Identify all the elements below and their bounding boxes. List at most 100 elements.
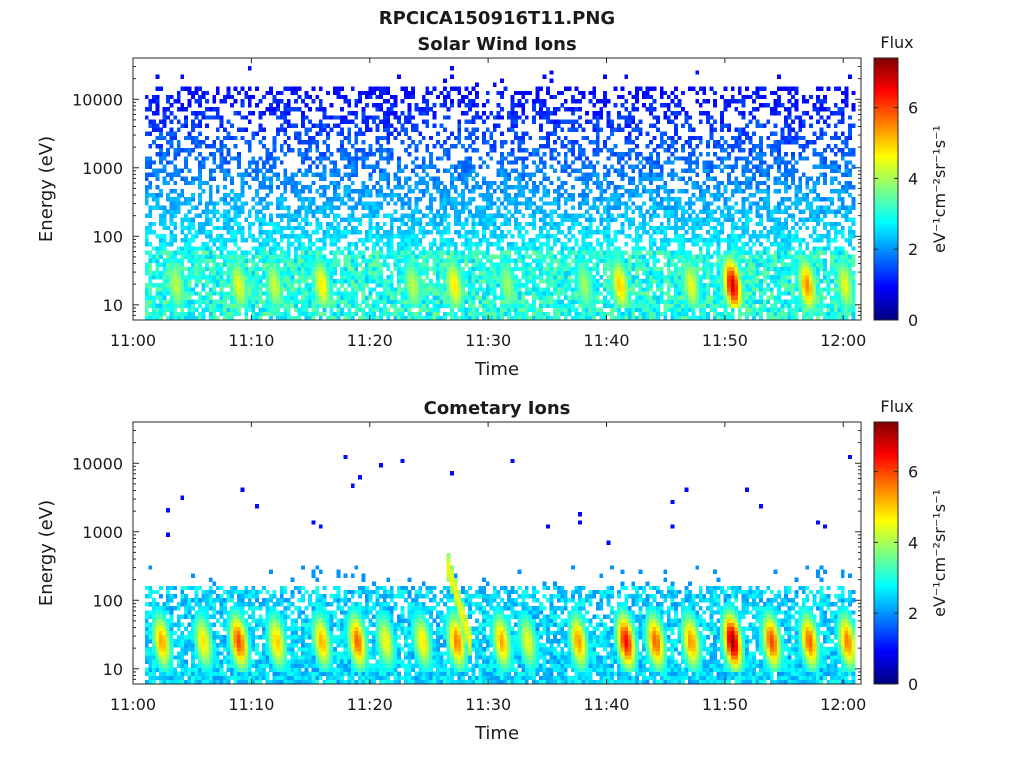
heatmap-cell bbox=[222, 197, 227, 202]
heatmap-cell bbox=[503, 295, 508, 300]
heatmap-cell bbox=[187, 250, 192, 255]
heatmap-cell bbox=[542, 172, 547, 178]
heatmap-cell bbox=[656, 246, 661, 251]
heatmap-cell bbox=[585, 307, 590, 313]
heatmap-cell bbox=[443, 98, 447, 104]
heatmap-cell bbox=[436, 246, 440, 251]
heatmap-cell bbox=[166, 107, 170, 112]
heatmap-cell bbox=[336, 225, 341, 231]
heatmap-cell bbox=[361, 213, 366, 218]
heatmap-cell bbox=[325, 131, 330, 137]
heatmap-cell bbox=[524, 229, 529, 235]
heatmap-cell bbox=[205, 274, 210, 280]
heatmap-cell bbox=[443, 78, 447, 83]
heatmap-cell bbox=[198, 168, 202, 173]
heatmap-cell bbox=[180, 229, 185, 235]
heatmap-cell bbox=[162, 111, 167, 116]
heatmap-cell bbox=[585, 217, 590, 223]
heatmap-cell bbox=[592, 152, 597, 157]
heatmap-cell bbox=[563, 254, 568, 259]
heatmap-cell bbox=[475, 209, 479, 214]
heatmap-cell bbox=[446, 258, 451, 263]
heatmap-cell bbox=[254, 315, 259, 321]
heatmap-cell bbox=[286, 143, 291, 149]
heatmap-cell bbox=[606, 303, 611, 309]
heatmap-cell bbox=[652, 205, 657, 210]
heatmap-cell bbox=[578, 143, 582, 149]
heatmap-cell bbox=[588, 258, 593, 263]
heatmap-cell bbox=[499, 299, 504, 304]
heatmap-cell bbox=[148, 283, 153, 288]
heatmap-cell bbox=[162, 135, 167, 141]
heatmap-cell bbox=[507, 193, 511, 198]
heatmap-cell bbox=[262, 94, 266, 100]
heatmap-cell bbox=[524, 184, 529, 190]
heatmap-cell bbox=[347, 274, 352, 280]
heatmap-cell bbox=[244, 307, 249, 313]
heatmap-cell bbox=[613, 283, 618, 288]
heatmap-cell bbox=[414, 143, 419, 149]
heatmap-cell bbox=[244, 217, 249, 223]
heatmap-cell bbox=[183, 123, 188, 128]
heatmap-cell bbox=[432, 262, 437, 268]
heatmap-cell bbox=[482, 180, 487, 186]
heatmap-cell bbox=[155, 291, 160, 296]
heatmap-cell bbox=[283, 189, 288, 194]
heatmap-cell bbox=[258, 156, 263, 161]
heatmap-cell bbox=[606, 246, 611, 251]
heatmap-cell bbox=[365, 229, 369, 235]
heatmap-cell bbox=[595, 225, 600, 231]
heatmap-cell bbox=[304, 221, 309, 227]
heatmap-cell bbox=[642, 291, 646, 296]
heatmap-cell bbox=[570, 287, 575, 292]
heatmap-cell bbox=[457, 90, 462, 96]
heatmap-cell bbox=[372, 209, 376, 214]
heatmap-cell bbox=[279, 283, 284, 288]
heatmap-cell bbox=[368, 143, 373, 149]
heatmap-cell bbox=[279, 115, 284, 120]
heatmap-cell bbox=[365, 279, 369, 284]
heatmap-cell bbox=[357, 274, 362, 280]
heatmap-cell bbox=[293, 299, 298, 304]
heatmap-cell bbox=[606, 291, 611, 296]
heatmap-cell bbox=[176, 303, 181, 309]
heatmap-cell bbox=[436, 274, 440, 280]
heatmap-cell bbox=[276, 213, 281, 218]
heatmap-cell bbox=[166, 197, 170, 202]
heatmap-cell bbox=[450, 291, 455, 296]
heatmap-cell bbox=[539, 299, 543, 304]
heatmap-cell bbox=[290, 266, 295, 272]
heatmap-cell bbox=[396, 287, 401, 292]
heatmap-cell bbox=[443, 197, 447, 202]
heatmap-cell bbox=[201, 225, 206, 231]
heatmap-cell bbox=[535, 246, 540, 251]
heatmap-cell bbox=[237, 262, 242, 268]
heatmap-cell bbox=[382, 135, 387, 141]
heatmap-cell bbox=[187, 135, 192, 141]
heatmap-cell bbox=[471, 262, 476, 268]
heatmap-cell bbox=[631, 107, 636, 112]
heatmap-cell bbox=[304, 94, 309, 100]
heatmap-cell bbox=[592, 291, 597, 296]
heatmap-cell bbox=[187, 148, 192, 153]
heatmap-cell bbox=[475, 111, 479, 116]
heatmap-cell bbox=[656, 205, 661, 210]
heatmap-cell bbox=[187, 131, 192, 137]
heatmap-cell bbox=[162, 217, 167, 223]
heatmap-cell bbox=[276, 307, 281, 313]
heatmap-cell bbox=[386, 115, 391, 120]
heatmap-cell bbox=[638, 254, 643, 259]
heatmap-cell bbox=[602, 90, 607, 96]
heatmap-cell bbox=[340, 176, 344, 182]
heatmap-cell bbox=[432, 103, 437, 108]
heatmap-cell bbox=[627, 152, 632, 157]
heatmap-cell bbox=[333, 242, 337, 247]
heatmap-cell bbox=[446, 189, 451, 194]
heatmap-cell bbox=[546, 193, 550, 198]
heatmap-cell bbox=[499, 156, 504, 161]
heatmap-cell bbox=[265, 250, 270, 255]
heatmap-cell bbox=[159, 156, 163, 161]
heatmap-cell bbox=[556, 160, 561, 165]
heatmap-cell bbox=[205, 107, 210, 112]
heatmap-cell bbox=[592, 180, 597, 186]
